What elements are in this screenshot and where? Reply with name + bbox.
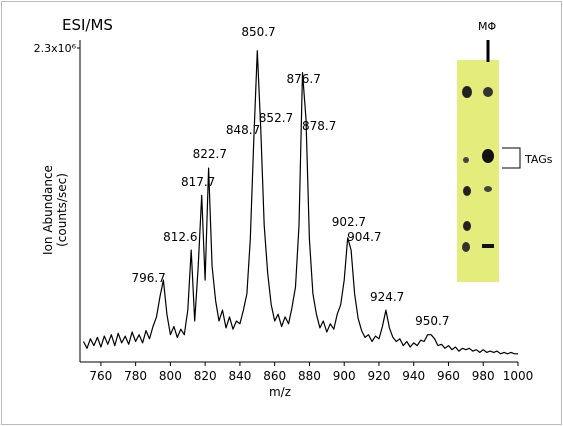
x-tick-label: 780 (124, 369, 147, 383)
y-axis-label: Ion Abundance (counts/sec) (41, 165, 69, 255)
peak-label: 848.7 (226, 123, 260, 137)
peak-label: 950.7 (415, 314, 449, 328)
x-tick-label: 940 (402, 369, 425, 383)
y-axis-label-line: (counts/sec) (55, 173, 69, 247)
y-tick-label: 2.3x10⁶ (34, 42, 77, 55)
peak-label: 817.7 (181, 175, 215, 189)
y-axis-label-line: Ion Abundance (41, 165, 55, 255)
spot (484, 186, 492, 192)
tlc-inset: MΦ TAGs (457, 20, 553, 282)
band-label: TAGs (524, 153, 553, 166)
peak-label: 924.7 (370, 290, 404, 304)
spectrum-line (82, 50, 518, 355)
peak-label: 902.7 (332, 215, 366, 229)
peak-label: 812.6 (163, 230, 197, 244)
x-tick-label: 980 (472, 369, 495, 383)
x-tick-label: 860 (263, 369, 286, 383)
x-tick-label: 840 (228, 369, 251, 383)
spot (463, 157, 469, 163)
x-tick-label: 800 (159, 369, 182, 383)
spot (483, 87, 493, 97)
chart-title: ESI/MS (62, 16, 113, 34)
spot (482, 149, 494, 163)
x-tick-label: 920 (367, 369, 390, 383)
spot (462, 242, 470, 252)
peak-label: 878.7 (302, 119, 336, 133)
x-tick-label: 880 (298, 369, 321, 383)
peak-label: 822.7 (193, 147, 227, 161)
x-axis-label: m/z (269, 385, 291, 399)
lane-label: MΦ (478, 20, 496, 33)
peak-label: 796.7 (131, 271, 165, 285)
spot (463, 221, 471, 231)
spot (482, 244, 494, 248)
x-tick-label: 820 (194, 369, 217, 383)
peak-label: 876.7 (287, 72, 321, 86)
x-tick-label: 960 (437, 369, 460, 383)
x-tick-label: 900 (333, 369, 356, 383)
bracket (502, 147, 521, 169)
spot (463, 186, 471, 196)
spot (462, 86, 472, 98)
peak-label: 852.7 (259, 111, 293, 125)
peak-label: 850.7 (241, 25, 275, 39)
peak-label: 904.7 (347, 230, 381, 244)
x-tick-label: 1000 (503, 369, 534, 383)
x-tick-label: 760 (89, 369, 112, 383)
